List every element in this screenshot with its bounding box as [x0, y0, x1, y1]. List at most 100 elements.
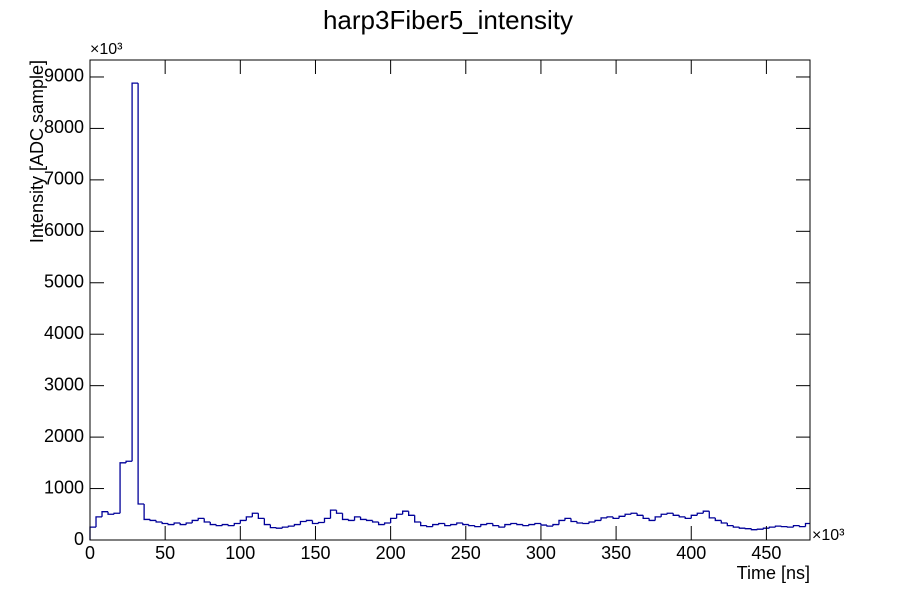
histogram-bin — [750, 528, 758, 531]
histogram-bin — [119, 462, 127, 514]
histogram-bin — [420, 521, 427, 527]
histogram-bin — [287, 525, 295, 528]
histogram-bin — [456, 522, 463, 525]
histogram-bin — [347, 519, 355, 522]
histogram-bin — [540, 523, 547, 526]
x-tick-label: 200 — [376, 543, 406, 563]
histogram-bin — [323, 517, 331, 523]
histogram-bin — [594, 519, 602, 522]
histogram-bin — [275, 527, 283, 529]
histogram-bin — [714, 517, 722, 522]
histogram-bin — [245, 516, 253, 521]
histogram-bin — [678, 515, 686, 518]
histogram-bin — [570, 518, 578, 523]
histogram-bin — [510, 522, 517, 525]
histogram-bin — [504, 523, 511, 528]
histogram-bin — [299, 520, 307, 525]
histogram-bin — [612, 516, 620, 520]
histogram-bin — [341, 513, 349, 521]
y-tick-label: 6000 — [44, 220, 84, 240]
histogram-bin — [738, 527, 746, 529]
chart-title: harp3Fiber5_intensity — [323, 5, 573, 35]
histogram-bin — [450, 523, 457, 526]
histogram-bin — [408, 511, 415, 516]
y-tick-label: 8000 — [44, 117, 84, 137]
histogram-bin — [251, 512, 259, 517]
histogram-bin — [636, 513, 644, 516]
y-axis-label: Intensity [ADC sample] — [27, 60, 47, 243]
histogram-bin — [257, 513, 265, 520]
x-tick-label: 0 — [85, 543, 95, 563]
histogram-bin — [558, 519, 565, 525]
histogram-bin — [426, 525, 433, 528]
histogram-bin — [209, 521, 217, 526]
histogram-bin — [444, 523, 451, 527]
histogram-bin — [173, 522, 181, 525]
histogram-bin — [630, 512, 638, 515]
y-tick-label: 3000 — [44, 374, 84, 394]
histogram-bin — [666, 512, 674, 515]
histogram-bin — [546, 525, 553, 527]
histogram-bin — [365, 519, 373, 522]
x-tick-label: 300 — [526, 543, 556, 563]
histogram-bin — [462, 523, 469, 526]
histogram-bin — [263, 518, 271, 526]
histogram-bin — [227, 524, 235, 527]
histogram-bin — [762, 527, 770, 530]
histogram-bin — [576, 521, 584, 524]
histogram-bin — [113, 512, 121, 515]
histogram-bin — [432, 523, 439, 527]
histogram-bin — [648, 518, 656, 522]
x-tick-label: 50 — [155, 543, 175, 563]
histogram-bin — [329, 509, 337, 519]
histogram-bin — [732, 525, 740, 528]
histogram-bin — [317, 521, 325, 524]
histogram-bin — [377, 521, 385, 526]
x-axis-label: Time [ns] — [737, 563, 810, 583]
histogram-bin — [389, 517, 397, 524]
histogram-bin — [185, 522, 193, 525]
histogram-bin — [486, 522, 493, 525]
histogram-bin — [95, 516, 103, 528]
histogram-bin — [335, 510, 343, 514]
histogram-bin — [311, 520, 319, 525]
histogram-bin — [371, 520, 379, 523]
histogram-bin — [414, 515, 421, 523]
histogram-bin — [654, 516, 662, 521]
histogram-bin — [684, 516, 692, 520]
histogram-bin — [293, 523, 301, 527]
x-multiplier: ×10³ — [812, 527, 845, 544]
y-tick-label: 1000 — [44, 477, 84, 497]
histogram-bin — [281, 526, 289, 529]
histogram-bin — [474, 525, 481, 528]
x-tick-label: 450 — [751, 543, 781, 563]
histogram-bin — [660, 513, 668, 517]
histogram-bin — [353, 516, 361, 521]
y-tick-label: 5000 — [44, 272, 84, 292]
histogram-bin — [768, 526, 776, 529]
histogram-bin — [552, 523, 559, 527]
histogram-bin — [564, 517, 572, 521]
histogram-bin — [197, 517, 205, 521]
y-tick-label: 2000 — [44, 426, 84, 446]
histogram-bin — [305, 519, 313, 522]
histogram-bin — [690, 514, 698, 519]
histogram-bin — [606, 516, 614, 518]
histogram-bin — [161, 521, 169, 525]
histogram-bin — [107, 511, 115, 515]
histogram-bin — [720, 520, 728, 524]
histogram-bin — [383, 522, 391, 525]
x-tick-label: 250 — [451, 543, 481, 563]
histogram-bin — [125, 460, 133, 463]
histogram-bin — [522, 524, 529, 527]
histogram-bin — [696, 512, 704, 516]
x-tick-label: 150 — [300, 543, 330, 563]
histogram-bin — [402, 510, 409, 515]
histogram-bin — [191, 519, 199, 524]
histogram-bin — [149, 519, 157, 522]
plot-frame — [89, 59, 811, 541]
y-tick-label: 7000 — [44, 169, 84, 189]
histogram-bin — [239, 519, 247, 524]
histogram-bin — [792, 524, 800, 528]
